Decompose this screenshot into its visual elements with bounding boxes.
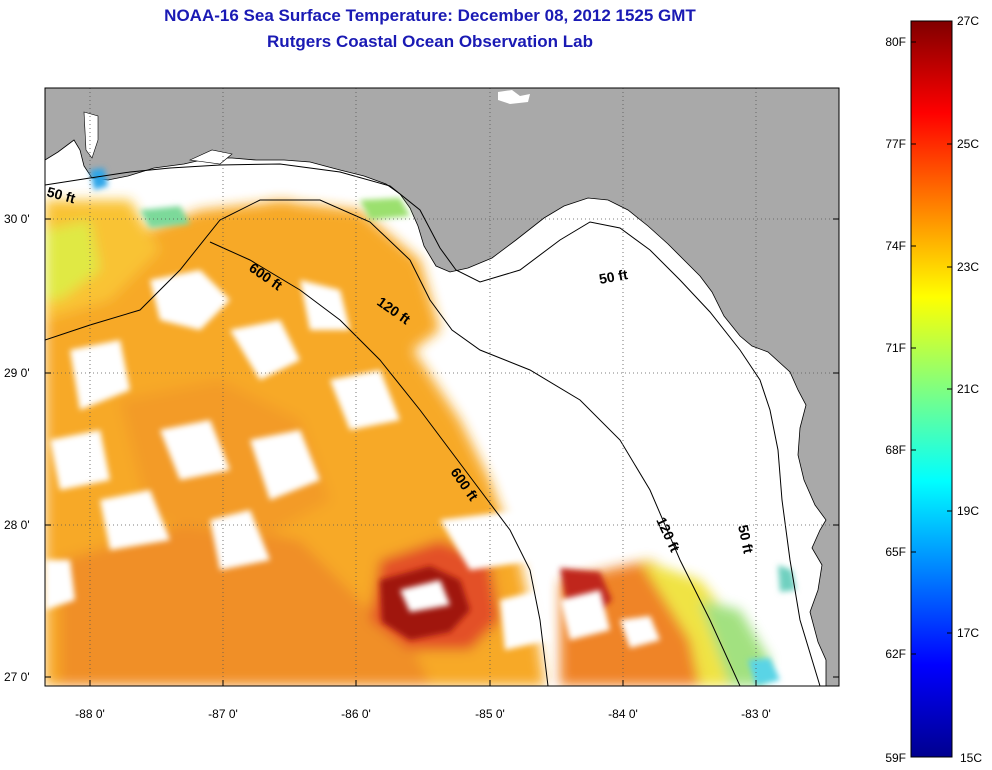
colorbar-f-label: 80F	[885, 35, 906, 49]
lon-label: -88 0'	[75, 707, 105, 721]
bay	[83, 111, 99, 159]
contour-120ft	[45, 199, 741, 686]
contour-50ft	[45, 163, 821, 686]
lon-label: -87 0'	[208, 707, 238, 721]
lat-label: 28 0'	[4, 518, 30, 532]
contour-600ft	[209, 241, 549, 686]
axis-ticks	[45, 218, 839, 686]
lat-label: 27 0'	[4, 670, 30, 684]
lon-label: -86 0'	[341, 707, 371, 721]
colorbar-c-label: 17C	[957, 626, 979, 640]
colorbar-f-label: 74F	[885, 239, 906, 253]
lon-label: -83 0'	[741, 707, 771, 721]
depth-label-50ft: 50 ft	[45, 183, 77, 206]
colorbar-f-label: 77F	[885, 137, 906, 151]
colorbar-f-label: 68F	[885, 443, 906, 457]
colorbar	[910, 20, 953, 758]
land-mass	[45, 88, 839, 686]
lat-label: 29 0'	[4, 366, 30, 380]
colorbar-c-label: 19C	[957, 504, 979, 518]
graticule	[45, 88, 839, 686]
colorbar-f-label: 65F	[885, 545, 906, 559]
colorbar-c-label: 23C	[957, 260, 979, 274]
map-subtitle: Rutgers Coastal Ocean Observation Lab	[267, 32, 593, 51]
colorbar-c-label: 21C	[957, 382, 979, 396]
depth-contours	[45, 163, 821, 686]
colorbar-c-label: 27C	[957, 14, 979, 28]
colorbar-c-label: 25C	[957, 137, 979, 151]
plot-frame	[44, 87, 840, 687]
cloud-patch	[498, 90, 530, 104]
depth-label-50ft: 50 ft	[735, 523, 757, 555]
lon-label: -84 0'	[608, 707, 638, 721]
colorbar-c-label: 15C	[960, 751, 982, 765]
colorbar-f-label: 59F	[885, 751, 906, 765]
colorbar-f-label: 71F	[885, 341, 906, 355]
lat-label: 30 0'	[4, 212, 30, 226]
map-title: NOAA-16 Sea Surface Temperature: Decembe…	[164, 6, 696, 25]
colorbar-ticks	[911, 20, 952, 655]
bay	[188, 149, 233, 165]
colorbar-f-label: 62F	[885, 647, 906, 661]
depth-label-50ft: 50 ft	[598, 266, 629, 287]
lon-label: -85 0'	[475, 707, 505, 721]
